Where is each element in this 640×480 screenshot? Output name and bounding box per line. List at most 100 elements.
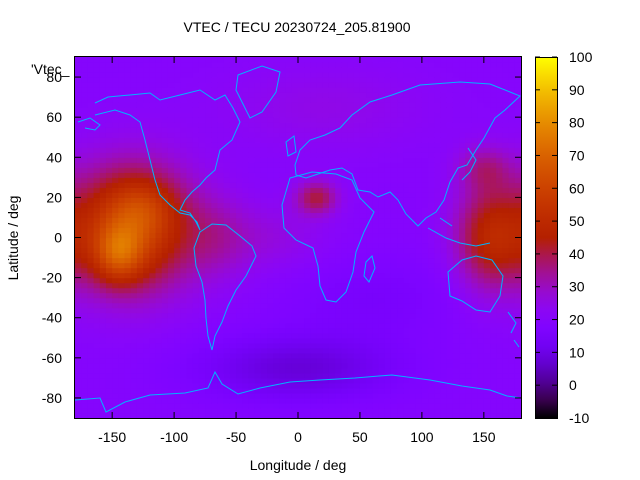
heatmap-cell — [304, 322, 311, 329]
heatmap-cell — [496, 392, 504, 399]
heatmap-cell — [446, 362, 454, 369]
heatmap-cell — [459, 62, 466, 68]
heatmap-cell — [421, 227, 429, 234]
heatmap-cell — [415, 237, 423, 244]
heatmap-cell — [291, 267, 299, 274]
heatmap-cell — [242, 307, 250, 314]
heatmap-cell — [124, 242, 132, 249]
heatmap-cell — [118, 197, 126, 203]
heatmap-cell — [105, 222, 113, 229]
heatmap-cell — [186, 272, 194, 279]
heatmap-cell — [217, 407, 225, 414]
heatmap-cell — [341, 252, 349, 259]
heatmap-cell — [112, 262, 119, 269]
heatmap-cell — [291, 277, 299, 284]
heatmap-cell — [267, 212, 274, 219]
heatmap-cell — [372, 332, 380, 339]
heatmap-cell — [359, 132, 367, 138]
heatmap-cell — [465, 362, 473, 369]
heatmap-cell — [483, 87, 491, 93]
heatmap-cell — [161, 237, 169, 244]
heatmap-cell — [291, 147, 299, 153]
heatmap-cell — [434, 137, 442, 143]
heatmap-cell — [124, 182, 132, 188]
heatmap-cell — [490, 407, 497, 414]
heatmap-cell — [105, 237, 113, 244]
heatmap-cell — [198, 112, 206, 118]
heatmap-cell — [390, 342, 398, 349]
heatmap-cell — [372, 267, 380, 274]
heatmap-cell — [217, 272, 225, 279]
heatmap-cell — [335, 137, 342, 143]
heatmap-cell — [415, 57, 423, 63]
heatmap-cell — [273, 337, 281, 344]
heatmap-cell — [192, 177, 200, 183]
heatmap-cell — [105, 252, 113, 259]
heatmap-cell — [359, 367, 367, 374]
heatmap-cell — [143, 292, 150, 299]
heatmap-cell — [105, 112, 113, 118]
heatmap-cell — [81, 222, 88, 229]
heatmap-cell — [174, 367, 181, 374]
heatmap-cell — [223, 147, 231, 153]
heatmap-cell — [483, 392, 491, 399]
heatmap-cell — [87, 242, 95, 249]
heatmap-cell — [217, 367, 225, 374]
heatmap-cell — [403, 152, 411, 158]
heatmap-cell — [421, 72, 429, 78]
heatmap-cell — [434, 112, 442, 118]
heatmap-cell — [434, 92, 442, 98]
heatmap-cell — [93, 357, 101, 364]
heatmap-cell — [229, 362, 237, 369]
heatmap-cell — [465, 307, 473, 314]
heatmap-cell — [397, 72, 404, 78]
heatmap-cell — [328, 342, 336, 349]
heatmap-cell — [335, 277, 342, 284]
heatmap-cell — [180, 127, 188, 133]
heatmap-cell — [279, 262, 287, 269]
heatmap-cell — [236, 152, 243, 158]
heatmap-cell — [298, 187, 305, 193]
heatmap-cell — [242, 247, 250, 254]
heatmap-cell — [397, 277, 404, 284]
heatmap-cell — [291, 67, 299, 73]
heatmap-cell — [465, 287, 473, 294]
heatmap-cell — [217, 172, 225, 178]
heatmap-cell — [285, 292, 293, 299]
heatmap-cell — [465, 192, 473, 198]
heatmap-cell — [167, 152, 175, 158]
heatmap-cell — [310, 237, 318, 244]
heatmap-cell — [186, 412, 194, 419]
heatmap-cell — [167, 407, 175, 414]
heatmap-cell — [105, 202, 113, 209]
heatmap-cell — [465, 257, 473, 264]
heatmap-cell — [353, 312, 361, 319]
heatmap-cell — [390, 117, 398, 123]
heatmap-cell — [359, 202, 367, 209]
heatmap-cell — [471, 182, 479, 188]
heatmap-cell — [229, 317, 237, 324]
heatmap-cell — [316, 387, 324, 394]
heatmap-cell — [236, 137, 243, 143]
heatmap-cell — [328, 197, 336, 203]
heatmap-cell — [174, 292, 181, 299]
heatmap-cell — [136, 167, 144, 173]
heatmap-cell — [316, 347, 324, 354]
heatmap-cell — [198, 182, 206, 188]
heatmap-cell — [359, 222, 367, 229]
heatmap-cell — [105, 72, 113, 78]
heatmap-cell — [223, 392, 231, 399]
heatmap-cell — [93, 87, 101, 93]
heatmap-cell — [440, 317, 448, 324]
heatmap-cell — [130, 227, 138, 234]
heatmap-cell — [341, 112, 349, 118]
heatmap-cell — [254, 317, 262, 324]
heatmap-cell — [415, 352, 423, 359]
heatmap-cell — [174, 297, 181, 304]
heatmap-cell — [409, 222, 417, 229]
heatmap-cell — [372, 187, 380, 193]
heatmap-cell — [428, 277, 435, 284]
heatmap-cell — [229, 77, 237, 83]
heatmap-cell — [366, 167, 373, 173]
heatmap-cell — [409, 82, 417, 88]
